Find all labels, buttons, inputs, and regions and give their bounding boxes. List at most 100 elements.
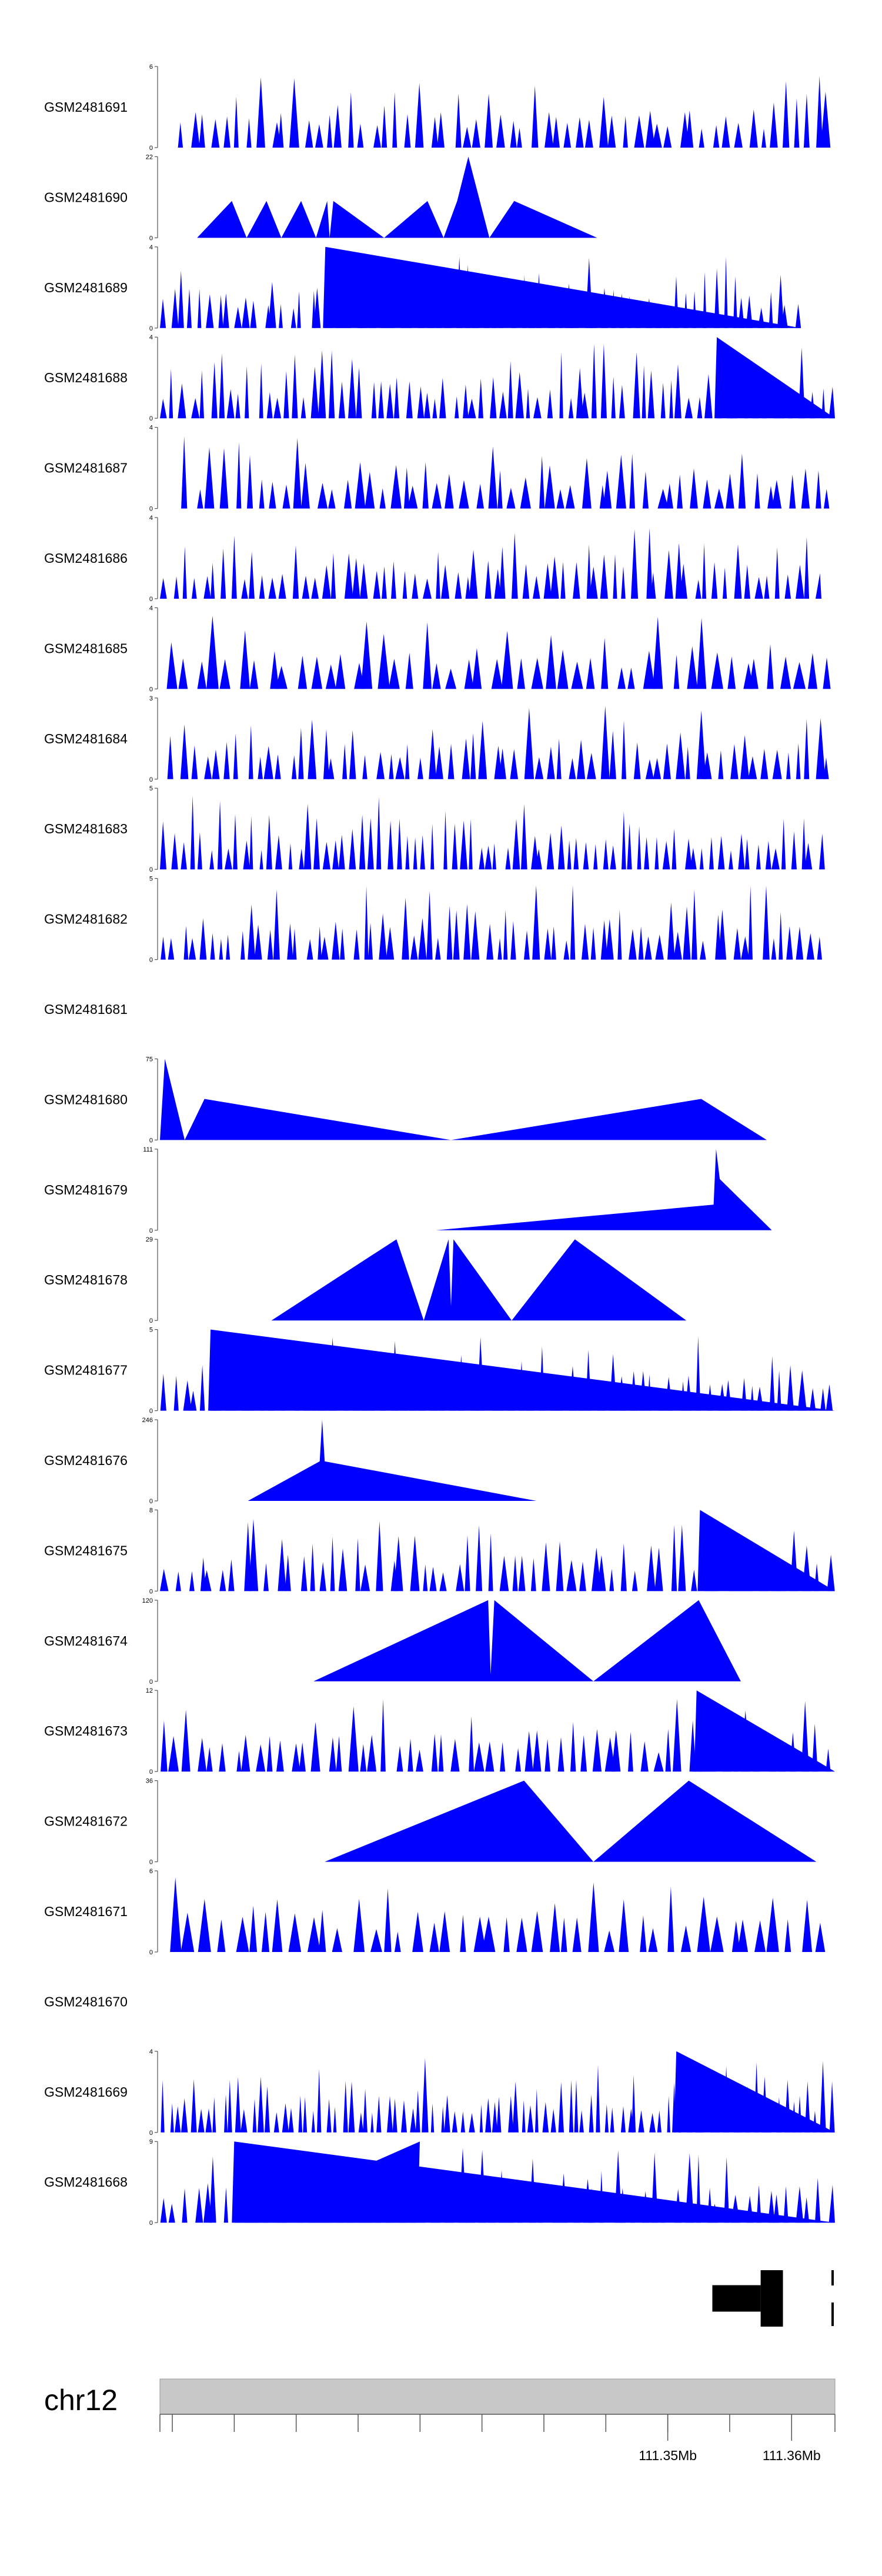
coverage-peak <box>299 848 305 870</box>
coverage-peak <box>576 117 584 148</box>
coverage-peak <box>349 730 356 779</box>
coverage-peak <box>368 923 373 960</box>
coverage-peak <box>557 649 569 689</box>
coverage-peak <box>695 579 701 599</box>
coverage-peak <box>203 576 211 599</box>
coverage-area <box>160 1059 767 1140</box>
y-tick-label-min: 0 <box>149 866 153 873</box>
coverage-peak <box>233 733 238 779</box>
coverage-peak <box>472 648 482 689</box>
coverage-peak <box>161 1720 168 1772</box>
coverage-peak <box>168 938 175 960</box>
y-tick-label-max: 29 <box>146 1236 153 1243</box>
coverage-peak <box>574 2080 579 2133</box>
coverage-peak <box>386 927 395 960</box>
coverage-peak <box>182 2188 188 2223</box>
coverage-peak <box>533 576 540 599</box>
coverage-peak <box>247 455 253 509</box>
track-label: GSM2481678 <box>44 1272 128 1287</box>
coverage-peak <box>415 83 424 148</box>
coverage-peak <box>803 94 810 148</box>
coverage-peak <box>482 1916 496 1952</box>
coverage-peak <box>485 2098 492 2133</box>
coverage-peak <box>823 657 831 689</box>
coverage-peak <box>600 920 608 960</box>
coverage-peak <box>322 842 330 870</box>
y-tick-label-min: 0 <box>149 1227 153 1234</box>
coverage-peak <box>563 940 570 960</box>
coverage-peak <box>431 1733 438 1772</box>
coverage-peak <box>816 573 821 599</box>
coverage-peak <box>248 904 256 960</box>
coverage-peak <box>526 388 530 419</box>
track-label: GSM2481685 <box>44 640 128 656</box>
coverage-peak <box>600 343 607 419</box>
coverage-peak <box>384 1888 392 1952</box>
coverage-peak <box>430 823 435 870</box>
coverage-peak <box>313 288 321 328</box>
coverage-peak <box>275 835 282 870</box>
coverage-peak <box>508 2095 514 2133</box>
coverage-peak <box>204 756 212 779</box>
coverage-peak <box>248 1519 259 1591</box>
coverage-peak <box>683 906 691 960</box>
coverage-peak <box>248 725 253 779</box>
coverage-peak <box>311 656 323 689</box>
coverage-peak <box>510 921 516 960</box>
coverage-peak <box>298 655 308 689</box>
coverage-peak <box>292 354 298 419</box>
coverage-peak <box>654 1547 663 1591</box>
coverage-peak <box>674 364 681 419</box>
coverage-peak <box>181 436 188 509</box>
coverage-peak <box>740 735 749 779</box>
coverage-peak <box>771 480 782 509</box>
coverage-peak <box>786 926 793 960</box>
coverage-peak <box>270 651 279 689</box>
coverage-peak <box>263 1563 269 1591</box>
coverage-peak <box>288 2108 294 2133</box>
coverage-peak <box>633 352 640 419</box>
coverage-peak <box>613 554 617 599</box>
coverage-peak <box>412 1911 423 1952</box>
coverage-peak <box>530 1558 536 1591</box>
coverage-peak <box>170 2103 174 2133</box>
coverage-peak <box>824 489 830 509</box>
coverage-peak <box>474 1742 485 1772</box>
coverage-peak <box>198 1898 211 1952</box>
coverage-peak <box>438 1734 444 1772</box>
coverage-peak <box>353 929 360 960</box>
coverage-peak <box>332 1928 342 1952</box>
coverage-peak <box>583 842 589 870</box>
coverage-peak <box>349 829 356 870</box>
track-label: GSM2481676 <box>44 1453 128 1468</box>
coverage-peak <box>741 936 750 960</box>
coverage-peak <box>485 560 492 599</box>
coverage-peak <box>571 662 583 689</box>
coverage-peak <box>407 1739 413 1772</box>
coverage-peak <box>211 362 218 419</box>
coverage-peak <box>696 710 706 779</box>
coverage-peak <box>532 885 540 960</box>
coverage-peak <box>160 1373 166 1411</box>
coverage-peak <box>240 930 245 960</box>
coverage-peak <box>401 2100 407 2133</box>
y-tick-label-max: 12 <box>146 1687 153 1694</box>
coverage-peak <box>460 820 467 870</box>
coverage-peak <box>622 720 626 779</box>
coverage-peak <box>236 1751 242 1772</box>
coverage-peak <box>573 562 580 599</box>
track-label: GSM2481687 <box>44 461 128 476</box>
coverage-peak <box>517 128 522 148</box>
coverage-peak <box>263 746 273 779</box>
coverage-peak <box>496 2097 502 2133</box>
coverage-peak <box>655 935 664 960</box>
coverage-peak <box>547 746 555 779</box>
coverage-peak <box>373 570 380 599</box>
coverage-peak <box>469 819 473 870</box>
coverage-peak <box>518 1556 526 1591</box>
coverage-peak <box>815 1923 826 1952</box>
y-tick-label-max: 5 <box>149 876 153 883</box>
coverage-peak <box>376 752 385 779</box>
coverage-peak <box>231 535 237 599</box>
coverage-peak <box>539 456 545 509</box>
